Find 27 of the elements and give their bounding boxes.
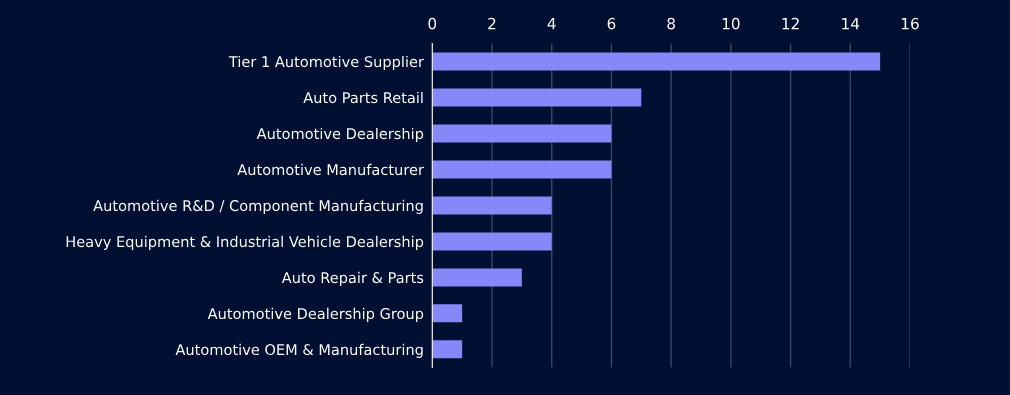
- bar: [432, 340, 463, 359]
- y-tick-label: Tier 1 Automotive Supplier: [228, 55, 424, 71]
- y-tick-label: Automotive Manufacturer: [237, 163, 424, 176]
- x-tick-label: 4: [547, 18, 556, 30]
- x-tick-label: 12: [782, 17, 799, 30]
- bar: [432, 304, 463, 323]
- y-tick-label: Automotive R&D / Component Manufacturing: [93, 199, 423, 214]
- x-tick-label: 8: [667, 17, 675, 30]
- bar: [432, 196, 552, 215]
- x-tick-label: 14: [842, 18, 860, 30]
- bar: [432, 124, 612, 143]
- bar: [432, 232, 552, 251]
- bar: [432, 52, 881, 71]
- x-tick-label: 10: [722, 17, 740, 30]
- x-tick-label: 16: [901, 17, 919, 30]
- bar: [432, 160, 612, 179]
- bar: [432, 268, 522, 287]
- y-tick-label: Automotive OEM & Manufacturing: [175, 343, 423, 358]
- x-tick-label: 2: [488, 17, 496, 30]
- x-tick-label: 0: [428, 17, 437, 30]
- y-tick-label: Auto Repair & Parts: [281, 271, 424, 286]
- x-tick-label: 6: [607, 17, 616, 30]
- y-tick-label: Automotive Dealership: [256, 127, 424, 142]
- y-tick-label: Auto Parts Retail: [303, 91, 423, 104]
- y-tick-label: Automotive Dealership Group: [207, 307, 424, 322]
- bar: [432, 88, 642, 107]
- y-tick-label: Heavy Equipment & Industrial Vehicle Dealership: [66, 235, 424, 250]
